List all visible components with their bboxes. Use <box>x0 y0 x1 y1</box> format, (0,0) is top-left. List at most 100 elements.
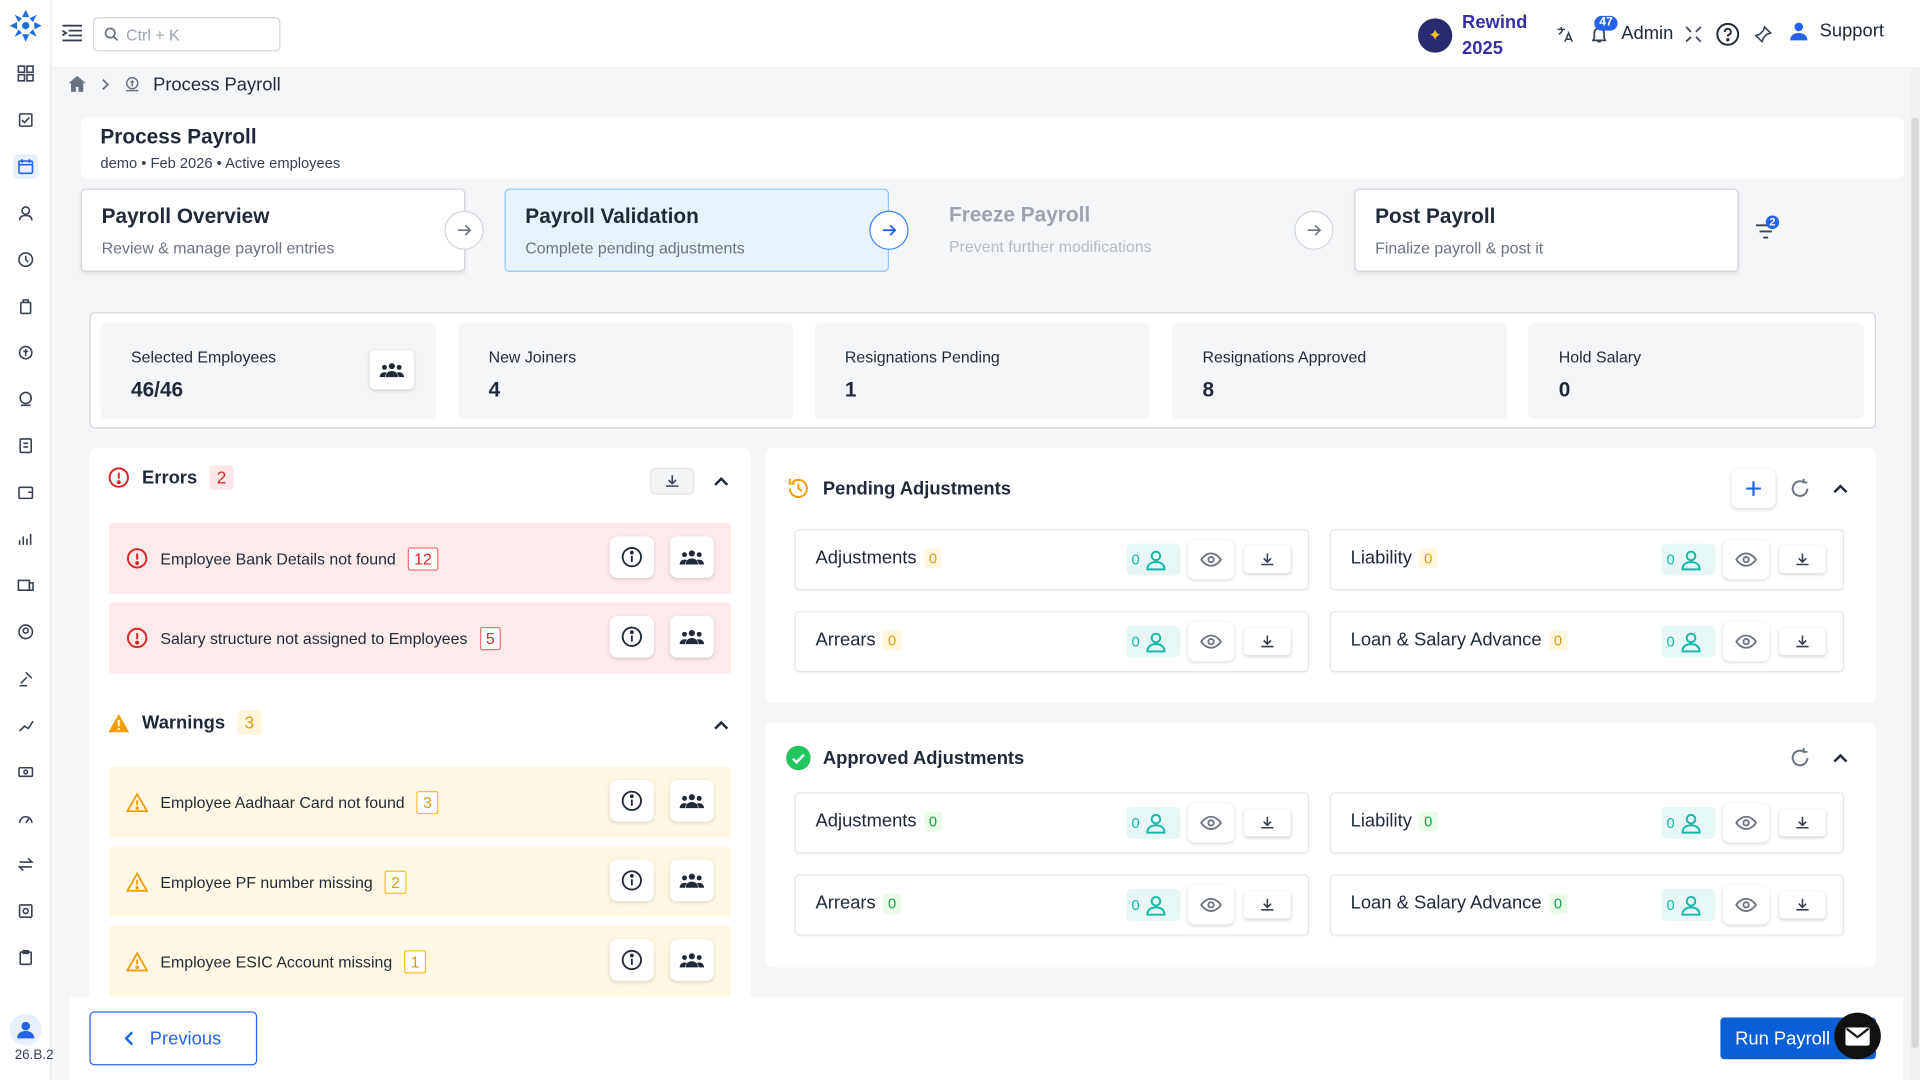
people-group-icon <box>679 630 705 645</box>
salary-icon[interactable] <box>13 387 37 411</box>
stat-value: 0 <box>1558 378 1571 402</box>
pin-icon[interactable] <box>1751 22 1775 46</box>
refresh-icon[interactable] <box>1788 476 1812 500</box>
view-employees-button[interactable] <box>669 615 714 658</box>
view-employees-button[interactable] <box>669 780 714 822</box>
refresh-icon[interactable] <box>1788 746 1812 770</box>
view-employees-button[interactable] <box>669 939 714 981</box>
add-adjustment-button[interactable] <box>1731 468 1776 509</box>
employee-count-chip[interactable]: 0 <box>1126 888 1181 921</box>
view-button[interactable] <box>1722 885 1770 925</box>
download-button[interactable] <box>1244 891 1291 919</box>
download-button[interactable] <box>1779 628 1826 656</box>
role-switcher[interactable]: Admin <box>1621 23 1674 45</box>
previous-button[interactable]: Previous <box>89 1011 258 1066</box>
info-icon <box>621 870 642 891</box>
pending-title: Pending Adjustments <box>822 478 1011 499</box>
view-button[interactable] <box>1187 885 1235 925</box>
info-button[interactable] <box>609 939 654 981</box>
chevron-up-icon[interactable] <box>1828 746 1852 770</box>
download-button[interactable] <box>1779 891 1826 919</box>
view-employees-button[interactable] <box>669 536 714 578</box>
wallet-icon[interactable] <box>13 480 37 504</box>
clipboard-icon[interactable] <box>13 945 37 969</box>
step-post-payroll[interactable]: Post Payroll Finalize payroll & post it <box>1354 188 1739 272</box>
info-button[interactable] <box>609 536 654 578</box>
employee-count-chip[interactable]: 0 <box>1126 543 1181 576</box>
errors-download-button[interactable] <box>650 467 695 495</box>
reports-icon[interactable] <box>13 433 37 457</box>
expenses-icon[interactable] <box>13 340 37 364</box>
info-button[interactable] <box>609 859 654 902</box>
error-circle-icon <box>126 548 148 569</box>
employees-group-button[interactable] <box>369 350 414 390</box>
employee-count: 0 <box>1666 633 1675 651</box>
view-button[interactable] <box>1722 803 1770 843</box>
company-logo[interactable] <box>7 7 44 44</box>
info-icon <box>621 626 642 647</box>
view-button[interactable] <box>1722 540 1770 580</box>
chevron-up-icon[interactable] <box>709 713 733 737</box>
employee-count-chip[interactable]: 0 <box>1661 806 1716 839</box>
page-scrollbar[interactable] <box>1910 68 1920 1080</box>
view-button[interactable] <box>1187 622 1235 662</box>
approved-adjustments-card: Adjustments 0 0 <box>794 792 1309 854</box>
step-payroll-validation[interactable]: Payroll Validation Complete pending adju… <box>504 188 889 272</box>
warning-text: Employee PF number missing <box>160 872 373 891</box>
employee-count: 0 <box>1666 551 1675 569</box>
employee-count-chip[interactable]: 0 <box>1661 888 1716 921</box>
chevron-up-icon[interactable] <box>709 469 733 493</box>
transfer-icon[interactable] <box>13 852 37 876</box>
employee-count-chip[interactable]: 0 <box>1661 625 1716 658</box>
dashboard-icon[interactable] <box>13 61 37 85</box>
view-button[interactable] <box>1722 622 1770 662</box>
download-button[interactable] <box>1244 546 1291 574</box>
check-circle-icon <box>786 745 811 771</box>
employees-icon[interactable] <box>13 201 37 225</box>
employee-count-chip[interactable]: 0 <box>1126 625 1181 658</box>
search-input[interactable] <box>126 25 261 44</box>
info-button[interactable] <box>609 615 654 658</box>
rewind-2025-link[interactable]: ✦ Rewind 2025 <box>1417 10 1527 61</box>
help-icon[interactable] <box>1716 22 1740 46</box>
user-avatar[interactable] <box>9 1013 42 1046</box>
chevron-up-icon[interactable] <box>1828 476 1852 500</box>
error-count: 12 <box>408 546 439 571</box>
people-group-icon <box>679 794 705 809</box>
gavel-icon[interactable] <box>13 666 37 690</box>
performance-icon[interactable] <box>13 713 37 737</box>
employee-count-chip[interactable]: 0 <box>1661 543 1716 576</box>
view-button[interactable] <box>1187 803 1235 843</box>
search-box[interactable] <box>93 17 281 52</box>
info-button[interactable] <box>609 780 654 822</box>
documents-icon[interactable] <box>13 899 37 923</box>
previous-label: Previous <box>149 1027 222 1049</box>
leave-icon[interactable] <box>13 294 37 318</box>
fullscreen-icon[interactable] <box>1681 22 1705 46</box>
download-button[interactable] <box>1779 809 1826 837</box>
step-payroll-overview[interactable]: Payroll Overview Review & manage payroll… <box>80 188 466 272</box>
download-icon <box>1261 898 1274 911</box>
download-button[interactable] <box>1244 809 1291 837</box>
devices-icon[interactable] <box>13 573 37 597</box>
support-label: Support <box>1819 20 1884 42</box>
recruitment-icon[interactable] <box>13 806 37 830</box>
analytics-icon[interactable] <box>13 527 37 551</box>
home-icon[interactable] <box>67 75 87 95</box>
attendance-icon[interactable] <box>13 247 37 271</box>
view-employees-button[interactable] <box>669 859 714 902</box>
assets-icon[interactable] <box>13 759 37 783</box>
translate-icon[interactable] <box>1553 22 1577 46</box>
download-button[interactable] <box>1244 628 1291 656</box>
profile-icon[interactable] <box>13 620 37 644</box>
menu-toggle-icon[interactable] <box>61 22 83 44</box>
tasks-icon[interactable] <box>13 108 37 132</box>
view-button[interactable] <box>1187 540 1235 580</box>
scrollbar-thumb[interactable] <box>1911 117 1919 1049</box>
employee-count-chip[interactable]: 0 <box>1126 806 1181 839</box>
payroll-calendar-icon[interactable] <box>13 154 38 179</box>
card-title: Adjustments <box>815 810 917 832</box>
support-link[interactable]: Support <box>1788 20 1884 42</box>
download-button[interactable] <box>1779 546 1826 574</box>
mail-fab-button[interactable] <box>1834 1012 1881 1060</box>
